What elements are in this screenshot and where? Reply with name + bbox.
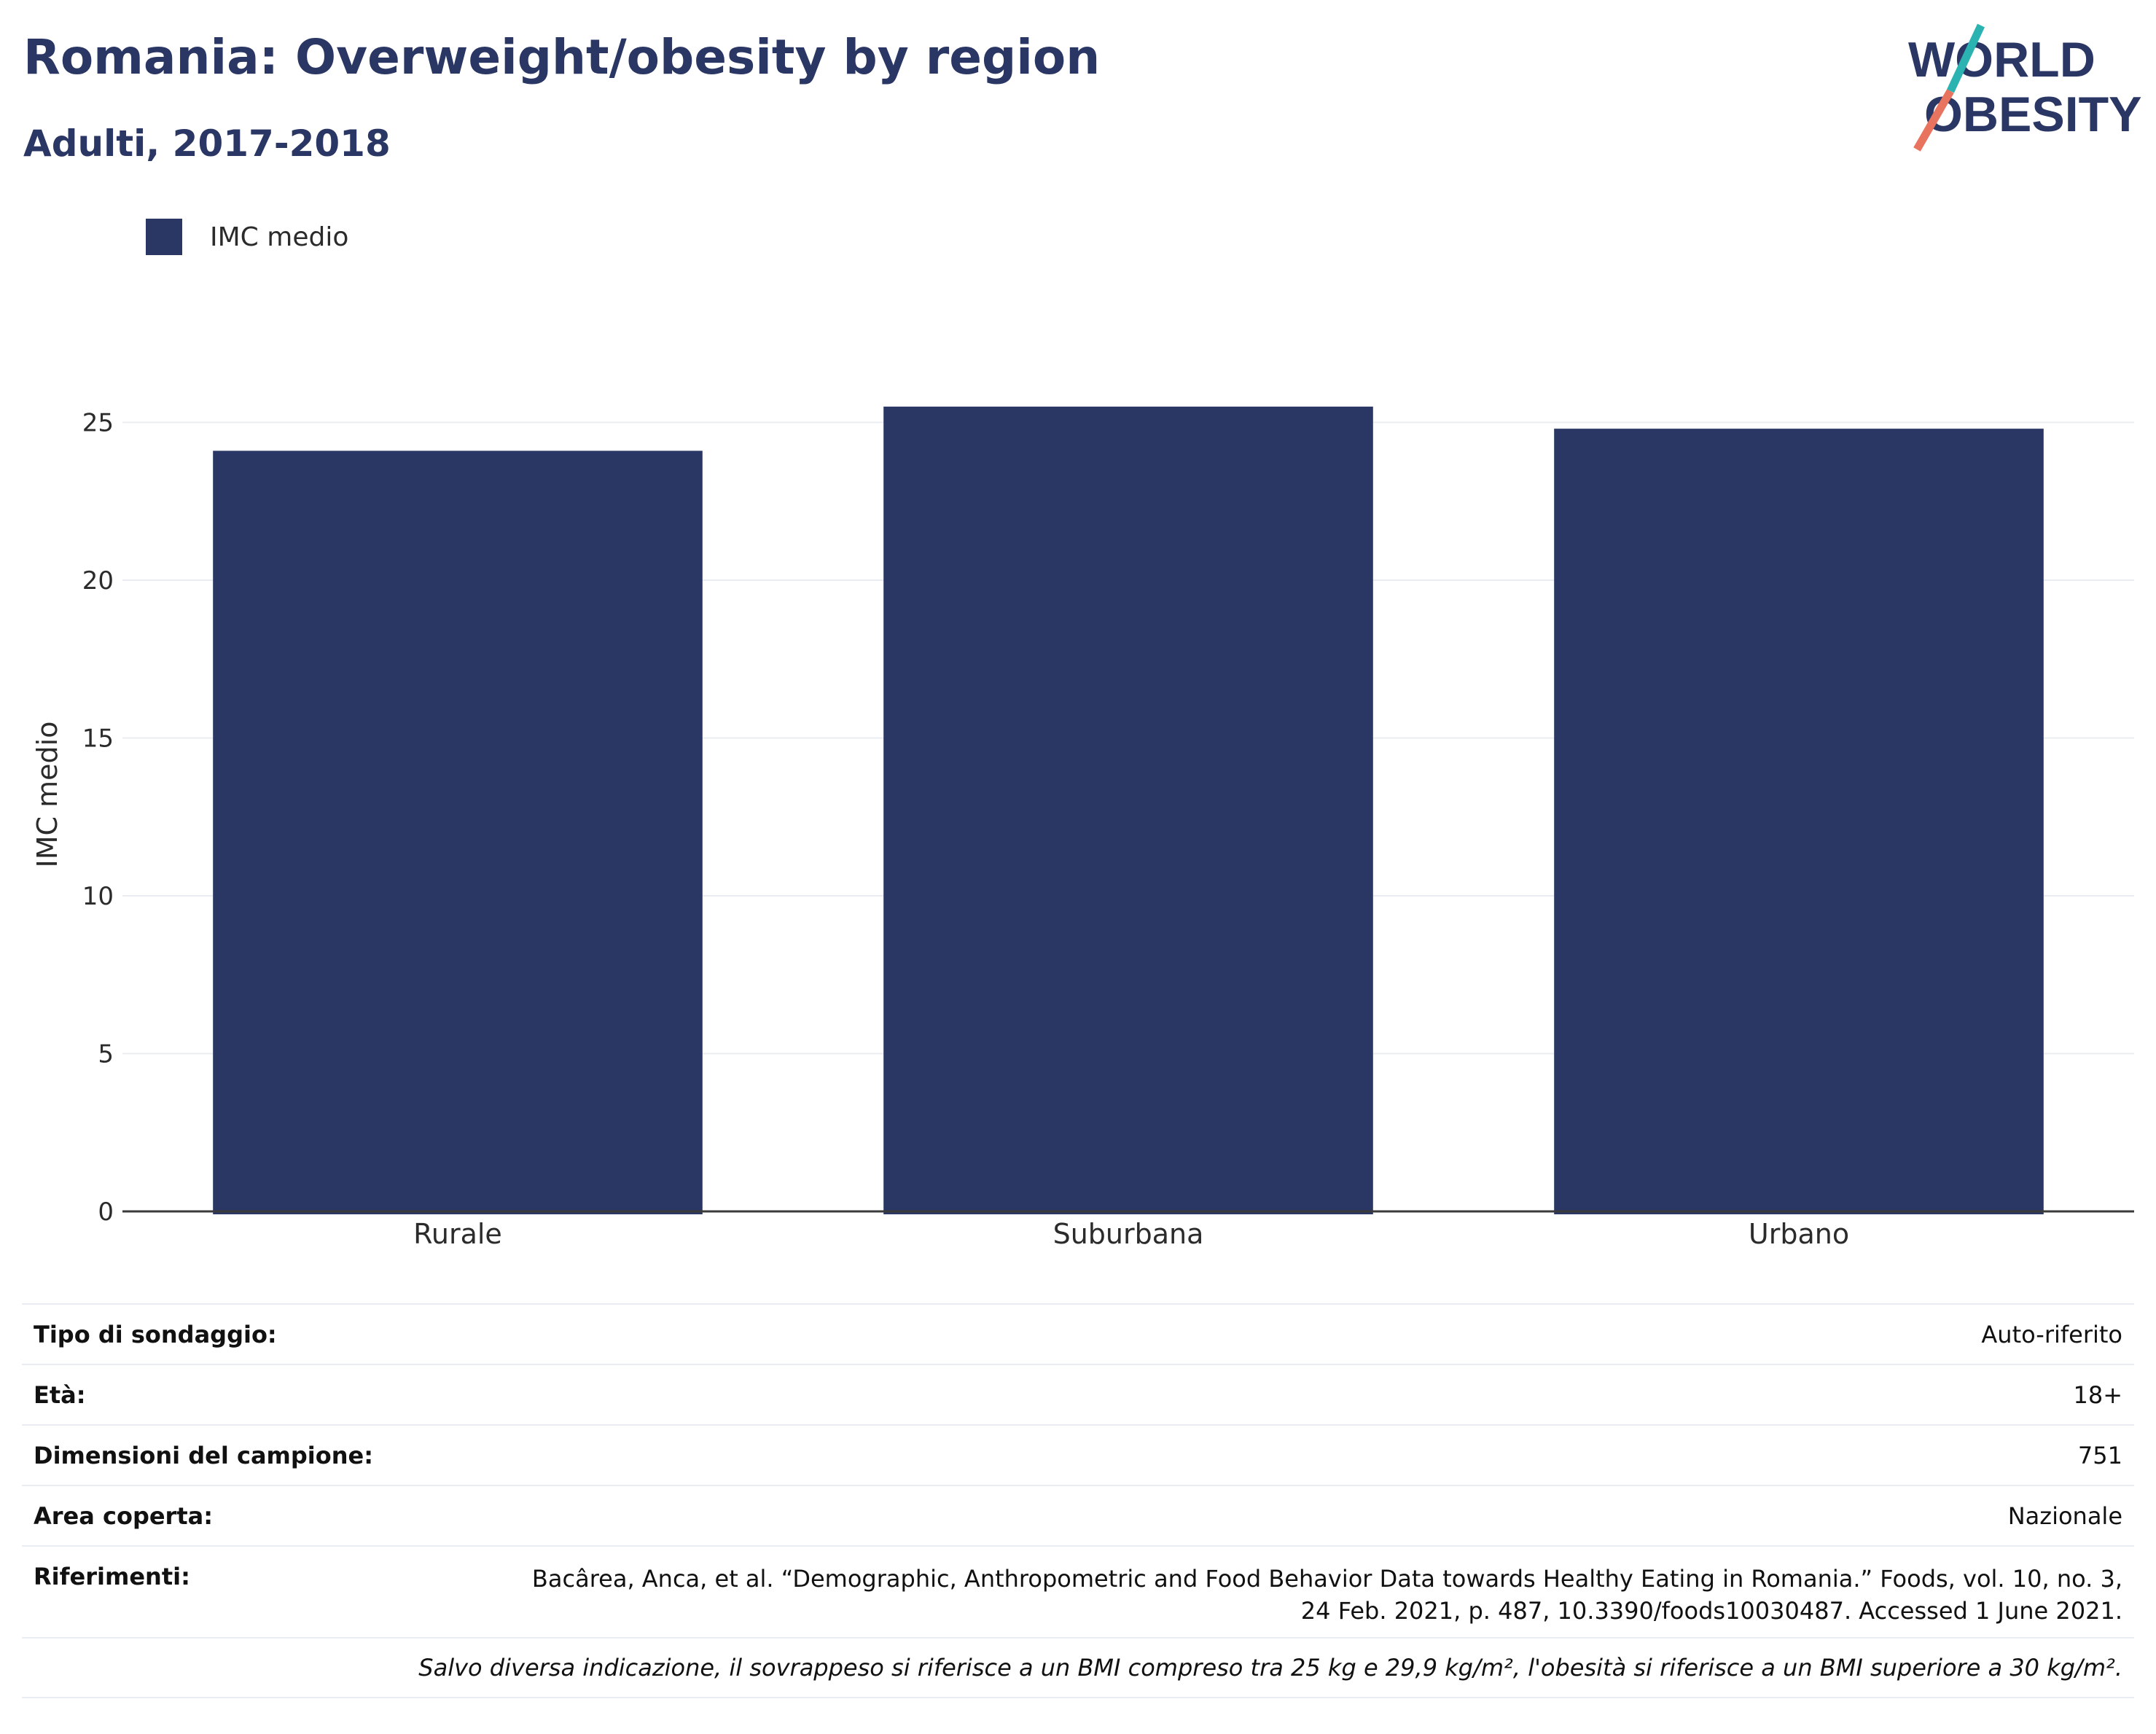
info-row-sample-size: Dimensioni del campione: 751 — [22, 1424, 2134, 1485]
bars — [213, 406, 2044, 1215]
world-obesity-logo: WORLD OBESITY — [1908, 23, 2142, 152]
logo-slash-teal — [1947, 23, 1985, 93]
y-tick-label: 25 — [82, 409, 114, 438]
x-tick-label: Rurale — [413, 1218, 502, 1250]
chart-title: Romania: Overweight/obesity by region — [23, 29, 1101, 85]
info-key: Dimensioni del campione: — [34, 1441, 374, 1469]
info-value: 751 — [2077, 1441, 2122, 1469]
y-tick-label: 10 — [82, 882, 114, 911]
bar — [1554, 429, 2044, 1215]
y-tick-label: 15 — [82, 725, 114, 754]
logo-text-obesity: OBESITY — [1924, 87, 2142, 142]
y-tick-label: 20 — [82, 566, 114, 595]
info-row-area: Area coperta: Nazionale — [22, 1485, 2134, 1545]
info-row-references: Riferimenti: Bacârea, Anca, et al. “Demo… — [22, 1545, 2134, 1637]
y-axis-label: IMC medio — [31, 722, 63, 868]
info-value-references: Bacârea, Anca, et al. “Demographic, Anth… — [532, 1563, 2122, 1627]
info-row-age: Età: 18+ — [22, 1364, 2134, 1424]
legend-swatch — [146, 219, 182, 255]
legend-label: IMC medio — [210, 222, 349, 252]
info-value: 18+ — [2073, 1380, 2122, 1409]
footnote-text: Salvo diversa indicazione, il sovrappeso… — [418, 1654, 2122, 1682]
info-key: Riferimenti: — [34, 1563, 190, 1590]
info-key: Tipo di sondaggio: — [34, 1320, 277, 1348]
info-value: Auto-riferito — [1981, 1320, 2122, 1348]
y-tick-label: 0 — [98, 1198, 114, 1227]
chart-subtitle: Adulti, 2017-2018 — [23, 122, 391, 165]
logo-text-world: WORLD — [1908, 32, 2096, 87]
references-line-1: Bacârea, Anca, et al. “Demographic, Anth… — [531, 1565, 2122, 1593]
footnote: Salvo diversa indicazione, il sovrappeso… — [22, 1637, 2134, 1698]
x-tick-label: Urbano — [1749, 1218, 1849, 1250]
bar-chart: 0 5 10 15 20 25 Rurale Suburbana Urbano IMC medi… — [31, 406, 2134, 1250]
chart-legend: IMC medio — [146, 219, 348, 255]
references-line-2: 24 Feb. 2021, p. 487, 10.3390/foods10030… — [1300, 1597, 2122, 1625]
info-key: Area coperta: — [34, 1501, 214, 1530]
info-table: Tipo di sondaggio: Auto-riferito Età: 18… — [22, 1303, 2134, 1698]
bar — [213, 450, 703, 1214]
axes: 0 5 10 15 20 25 Rurale Suburbana Urbano — [82, 409, 2134, 1250]
logo-slash-coral — [1913, 89, 1954, 152]
y-tick-label: 5 — [98, 1040, 114, 1069]
x-tick-label: Suburbana — [1053, 1218, 1204, 1250]
bar — [883, 406, 1373, 1214]
info-value: Nazionale — [2007, 1501, 2122, 1530]
info-row-survey-type: Tipo di sondaggio: Auto-riferito — [22, 1303, 2134, 1364]
info-key: Età: — [34, 1380, 86, 1409]
